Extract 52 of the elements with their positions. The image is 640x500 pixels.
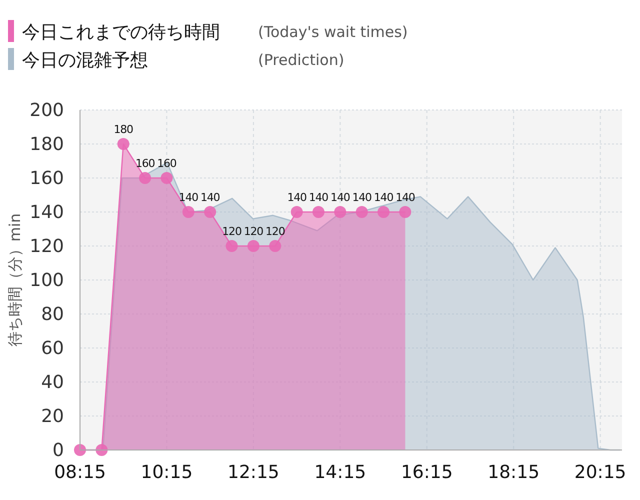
point — [182, 206, 194, 218]
point — [378, 206, 390, 218]
y-tick-label: 40 — [41, 372, 64, 393]
data-label: 140 — [287, 191, 307, 204]
x-tick-label: 10:15 — [140, 462, 193, 483]
point — [117, 138, 130, 150]
point — [204, 206, 216, 218]
x-tick-label: 16:15 — [400, 462, 453, 483]
x-tick-label: 12:15 — [228, 462, 280, 483]
point — [96, 444, 108, 456]
data-label: 140 — [200, 191, 220, 204]
data-label: 140 — [352, 191, 372, 204]
data-label: 140 — [308, 191, 329, 204]
point — [269, 240, 282, 252]
x-tick-label: 14:15 — [314, 462, 366, 483]
y-tick-label: 160 — [30, 168, 64, 189]
x-tick-label: 18:15 — [488, 462, 540, 483]
x-tick-label: 20:15 — [574, 462, 626, 483]
point — [399, 206, 412, 218]
data-label: 180 — [114, 123, 134, 136]
point — [356, 206, 368, 218]
text: (Today's wait times) — [258, 23, 408, 41]
data-label: 120 — [222, 225, 242, 238]
legend-label: 今日の混雑予想 — [22, 50, 148, 71]
y-tick-label: 180 — [30, 134, 64, 155]
point — [247, 240, 260, 252]
point — [290, 206, 303, 218]
data-label: 160 — [157, 157, 177, 170]
y-tick-label: 60 — [41, 338, 64, 359]
point — [312, 206, 324, 218]
data-label: 140 — [396, 191, 416, 204]
data-label: 140 — [374, 191, 394, 204]
data-label: 160 — [135, 157, 156, 170]
y-tick-label: 100 — [30, 270, 64, 291]
point — [139, 172, 152, 184]
text: (Prediction) — [258, 51, 344, 69]
y-tick-label: 120 — [30, 236, 64, 257]
data-label: 120 — [266, 225, 286, 238]
y-tick-label: 20 — [41, 406, 64, 427]
data-label: 120 — [244, 225, 264, 238]
y-tick-label: 200 — [30, 100, 64, 121]
y-tick-label: 140 — [30, 202, 64, 223]
point — [160, 172, 173, 184]
legend-label: 今日これまでの待ち時間 — [22, 22, 220, 43]
y-tick-label: 80 — [41, 304, 64, 325]
y-axis-title: 待ち時間（分）min — [6, 213, 24, 347]
y-tick-label: 0 — [52, 440, 64, 461]
x-tick-label: 08:15 — [54, 462, 106, 483]
point — [226, 240, 238, 252]
data-label: 140 — [178, 191, 199, 204]
data-label: 140 — [330, 191, 350, 204]
point — [334, 206, 346, 218]
